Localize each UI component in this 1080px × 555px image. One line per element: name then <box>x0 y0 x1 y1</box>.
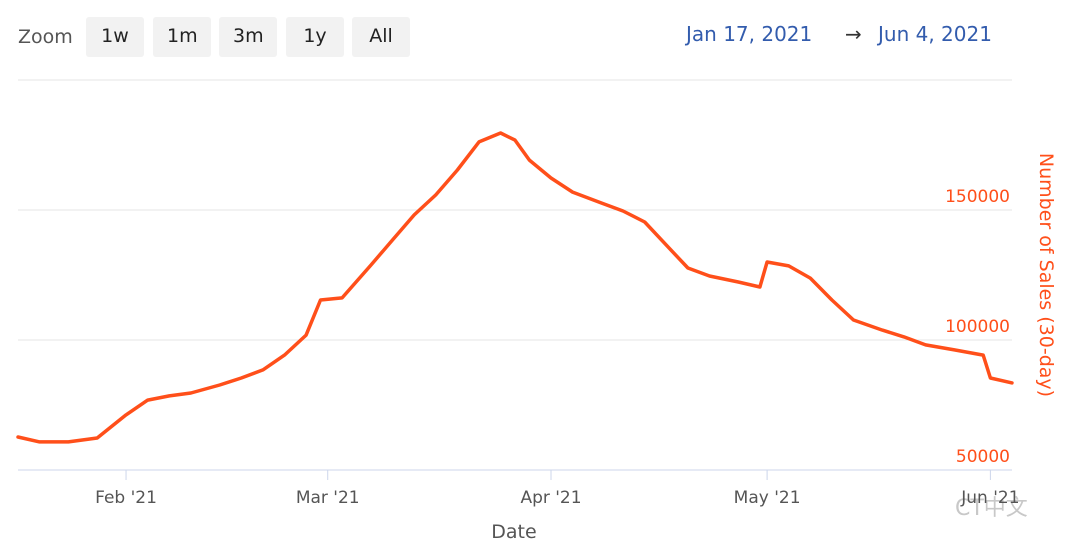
zoom-button[interactable]: 3m <box>219 17 277 57</box>
x-tick-label: May '21 <box>734 488 801 508</box>
zoom-button[interactable]: 1y <box>286 17 344 57</box>
x-tick-label: Mar '21 <box>296 488 360 508</box>
line-series <box>16 131 1014 444</box>
y-tick-label: 100000 <box>945 317 1010 337</box>
y-tick-label: 150000 <box>945 187 1010 207</box>
y-axis-title: Number of Sales (30-day) <box>1035 153 1057 397</box>
watermark: CT中文 <box>955 496 1028 521</box>
zoom-label: Zoom <box>18 26 73 48</box>
x-axis-title: Date <box>491 521 536 543</box>
zoom-button[interactable]: All <box>352 17 410 57</box>
range-start[interactable]: Jan 17, 2021 <box>686 22 813 46</box>
range-separator: → <box>845 22 862 46</box>
zoom-button[interactable]: 1m <box>153 17 211 57</box>
x-tick-label: Apr '21 <box>520 488 581 508</box>
x-tick-label: Feb '21 <box>95 488 157 508</box>
y-tick-label: 50000 <box>956 447 1010 467</box>
zoom-button[interactable]: 1w <box>86 17 144 57</box>
x-tick-label: Jun '21 <box>960 488 1019 508</box>
range-end[interactable]: Jun 4, 2021 <box>878 22 992 46</box>
